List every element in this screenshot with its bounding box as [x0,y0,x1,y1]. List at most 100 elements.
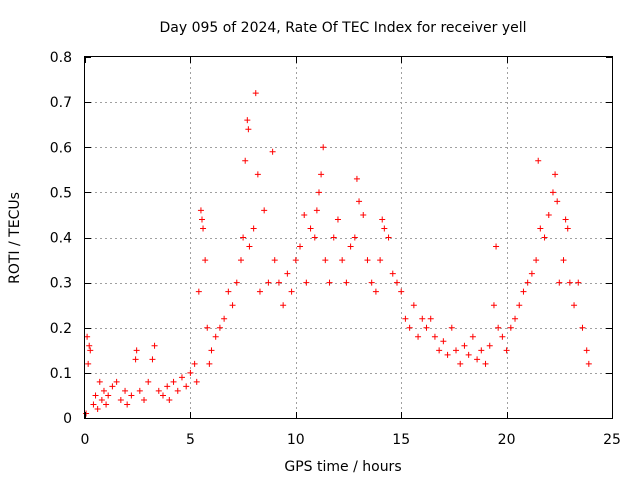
data-point [198,216,205,223]
data-point [402,315,409,322]
x-tick-label: 0 [81,432,90,448]
data-point [524,279,531,286]
data-point [242,157,249,164]
data-point [191,360,198,367]
data-point [269,148,276,155]
data-point [149,356,156,363]
chart-title: Day 095 of 2024, Rate Of TEC Index for r… [159,20,526,36]
data-point [200,225,207,232]
data-point [128,392,135,399]
data-point [562,216,569,223]
data-point [208,347,215,354]
data-point [457,360,464,367]
data-point [552,171,559,178]
data-point [583,347,590,354]
data-point [541,234,548,241]
data-point [520,288,527,295]
data-point [448,324,455,331]
data-point [122,387,129,394]
data-point [155,387,162,394]
data-point [216,324,223,331]
data-point [170,378,177,385]
data-point [254,171,261,178]
x-tick-label: 20 [498,432,516,448]
data-point [554,198,561,205]
data-point [579,324,586,331]
data-point [136,387,143,394]
data-point [490,302,497,309]
data-point [105,392,112,399]
data-point [225,288,232,295]
data-point [100,387,107,394]
data-point [87,347,94,354]
data-point [178,374,185,381]
data-point [389,270,396,277]
data-point [410,302,417,309]
data-point [275,279,282,286]
data-point [339,257,346,264]
data-point [503,347,510,354]
data-point [212,333,219,340]
data-point [347,243,354,250]
data-point [495,324,502,331]
data-point [117,396,124,403]
data-point [381,225,388,232]
data-point [431,333,438,340]
data-point [92,392,99,399]
data-point [98,396,105,403]
data-point [478,347,485,354]
data-point [240,234,247,241]
data-point [195,288,202,295]
data-point [246,243,253,250]
data-point [440,338,447,345]
data-point [528,270,535,277]
data-point [261,207,268,214]
data-point [461,342,468,349]
data-point [322,257,329,264]
x-tick-label: 10 [287,432,305,448]
data-point [265,279,272,286]
data-point [280,302,287,309]
data-point [313,207,320,214]
data-point [406,324,413,331]
data-point [330,234,337,241]
data-point [133,347,140,354]
data-point [453,347,460,354]
data-point [197,207,204,214]
data-point [103,401,110,408]
data-point [145,378,152,385]
data-point [545,211,552,218]
data-point [353,175,360,182]
data-point [364,257,371,264]
data-point [301,211,308,218]
data-point [377,257,384,264]
data-point [109,383,116,390]
data-point [343,279,350,286]
data-point [174,387,181,394]
data-point [311,234,318,241]
data-point [132,356,139,363]
data-point [419,315,426,322]
data-point [83,410,90,417]
data-point [436,347,443,354]
data-point [507,324,514,331]
data-point [356,198,363,205]
data-point [474,356,481,363]
data-point [351,234,358,241]
data-point [244,117,251,124]
data-point [423,324,430,331]
y-tick-label: 0.3 [50,276,72,292]
data-point [159,392,166,399]
data-point [560,257,567,264]
data-point [318,171,325,178]
data-point [307,225,314,232]
data-point [499,333,506,340]
data-point [124,401,131,408]
data-point [303,279,310,286]
data-point [90,401,97,408]
y-tick-label: 0.5 [50,185,72,201]
data-point [564,225,571,232]
data-point [206,360,213,367]
x-axis-label: GPS time / hours [284,459,401,475]
